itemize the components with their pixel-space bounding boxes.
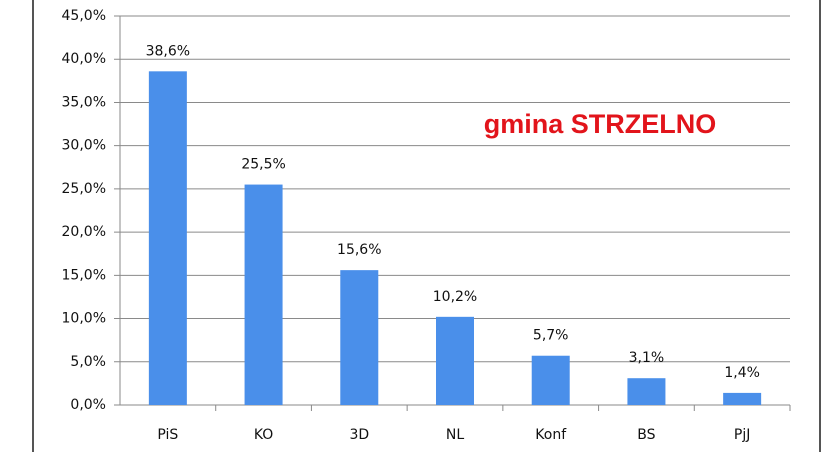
y-tick-label: 35,0% xyxy=(62,94,106,110)
bar xyxy=(148,71,187,405)
bar xyxy=(723,392,762,405)
bar xyxy=(436,316,474,405)
y-tick-label: 30,0% xyxy=(62,138,106,154)
bar xyxy=(244,184,283,405)
value-label: 38,6% xyxy=(146,43,190,59)
y-tick-label: 15,0% xyxy=(62,267,106,283)
x-tick-label: 3D xyxy=(349,427,369,443)
bar xyxy=(531,355,570,405)
value-label: 5,7% xyxy=(533,328,569,344)
value-label: 10,2% xyxy=(433,289,477,305)
y-tick-label: 10,0% xyxy=(62,311,106,327)
value-label: 15,6% xyxy=(337,242,381,258)
x-tick-label: Konf xyxy=(535,427,567,443)
y-tick-label: 0,0% xyxy=(70,397,106,413)
value-label: 25,5% xyxy=(241,157,285,173)
x-tick-label: PjJ xyxy=(734,427,750,443)
y-tick-label: 20,0% xyxy=(62,224,106,240)
annotation: gmina STRZELNO xyxy=(484,109,717,139)
bar xyxy=(627,378,666,405)
value-label: 3,1% xyxy=(629,350,665,366)
y-tick-label: 5,0% xyxy=(70,354,106,370)
x-tick-label: NL xyxy=(446,427,464,443)
y-tick-label: 40,0% xyxy=(62,51,106,67)
x-tick-label: KO xyxy=(254,427,273,443)
x-tick-label: BS xyxy=(637,427,655,443)
y-tick-label: 45,0% xyxy=(62,8,106,24)
y-tick-label: 25,0% xyxy=(62,181,106,197)
value-label: 1,4% xyxy=(724,365,760,381)
bar xyxy=(340,270,379,405)
x-tick-label: PiS xyxy=(157,427,178,443)
